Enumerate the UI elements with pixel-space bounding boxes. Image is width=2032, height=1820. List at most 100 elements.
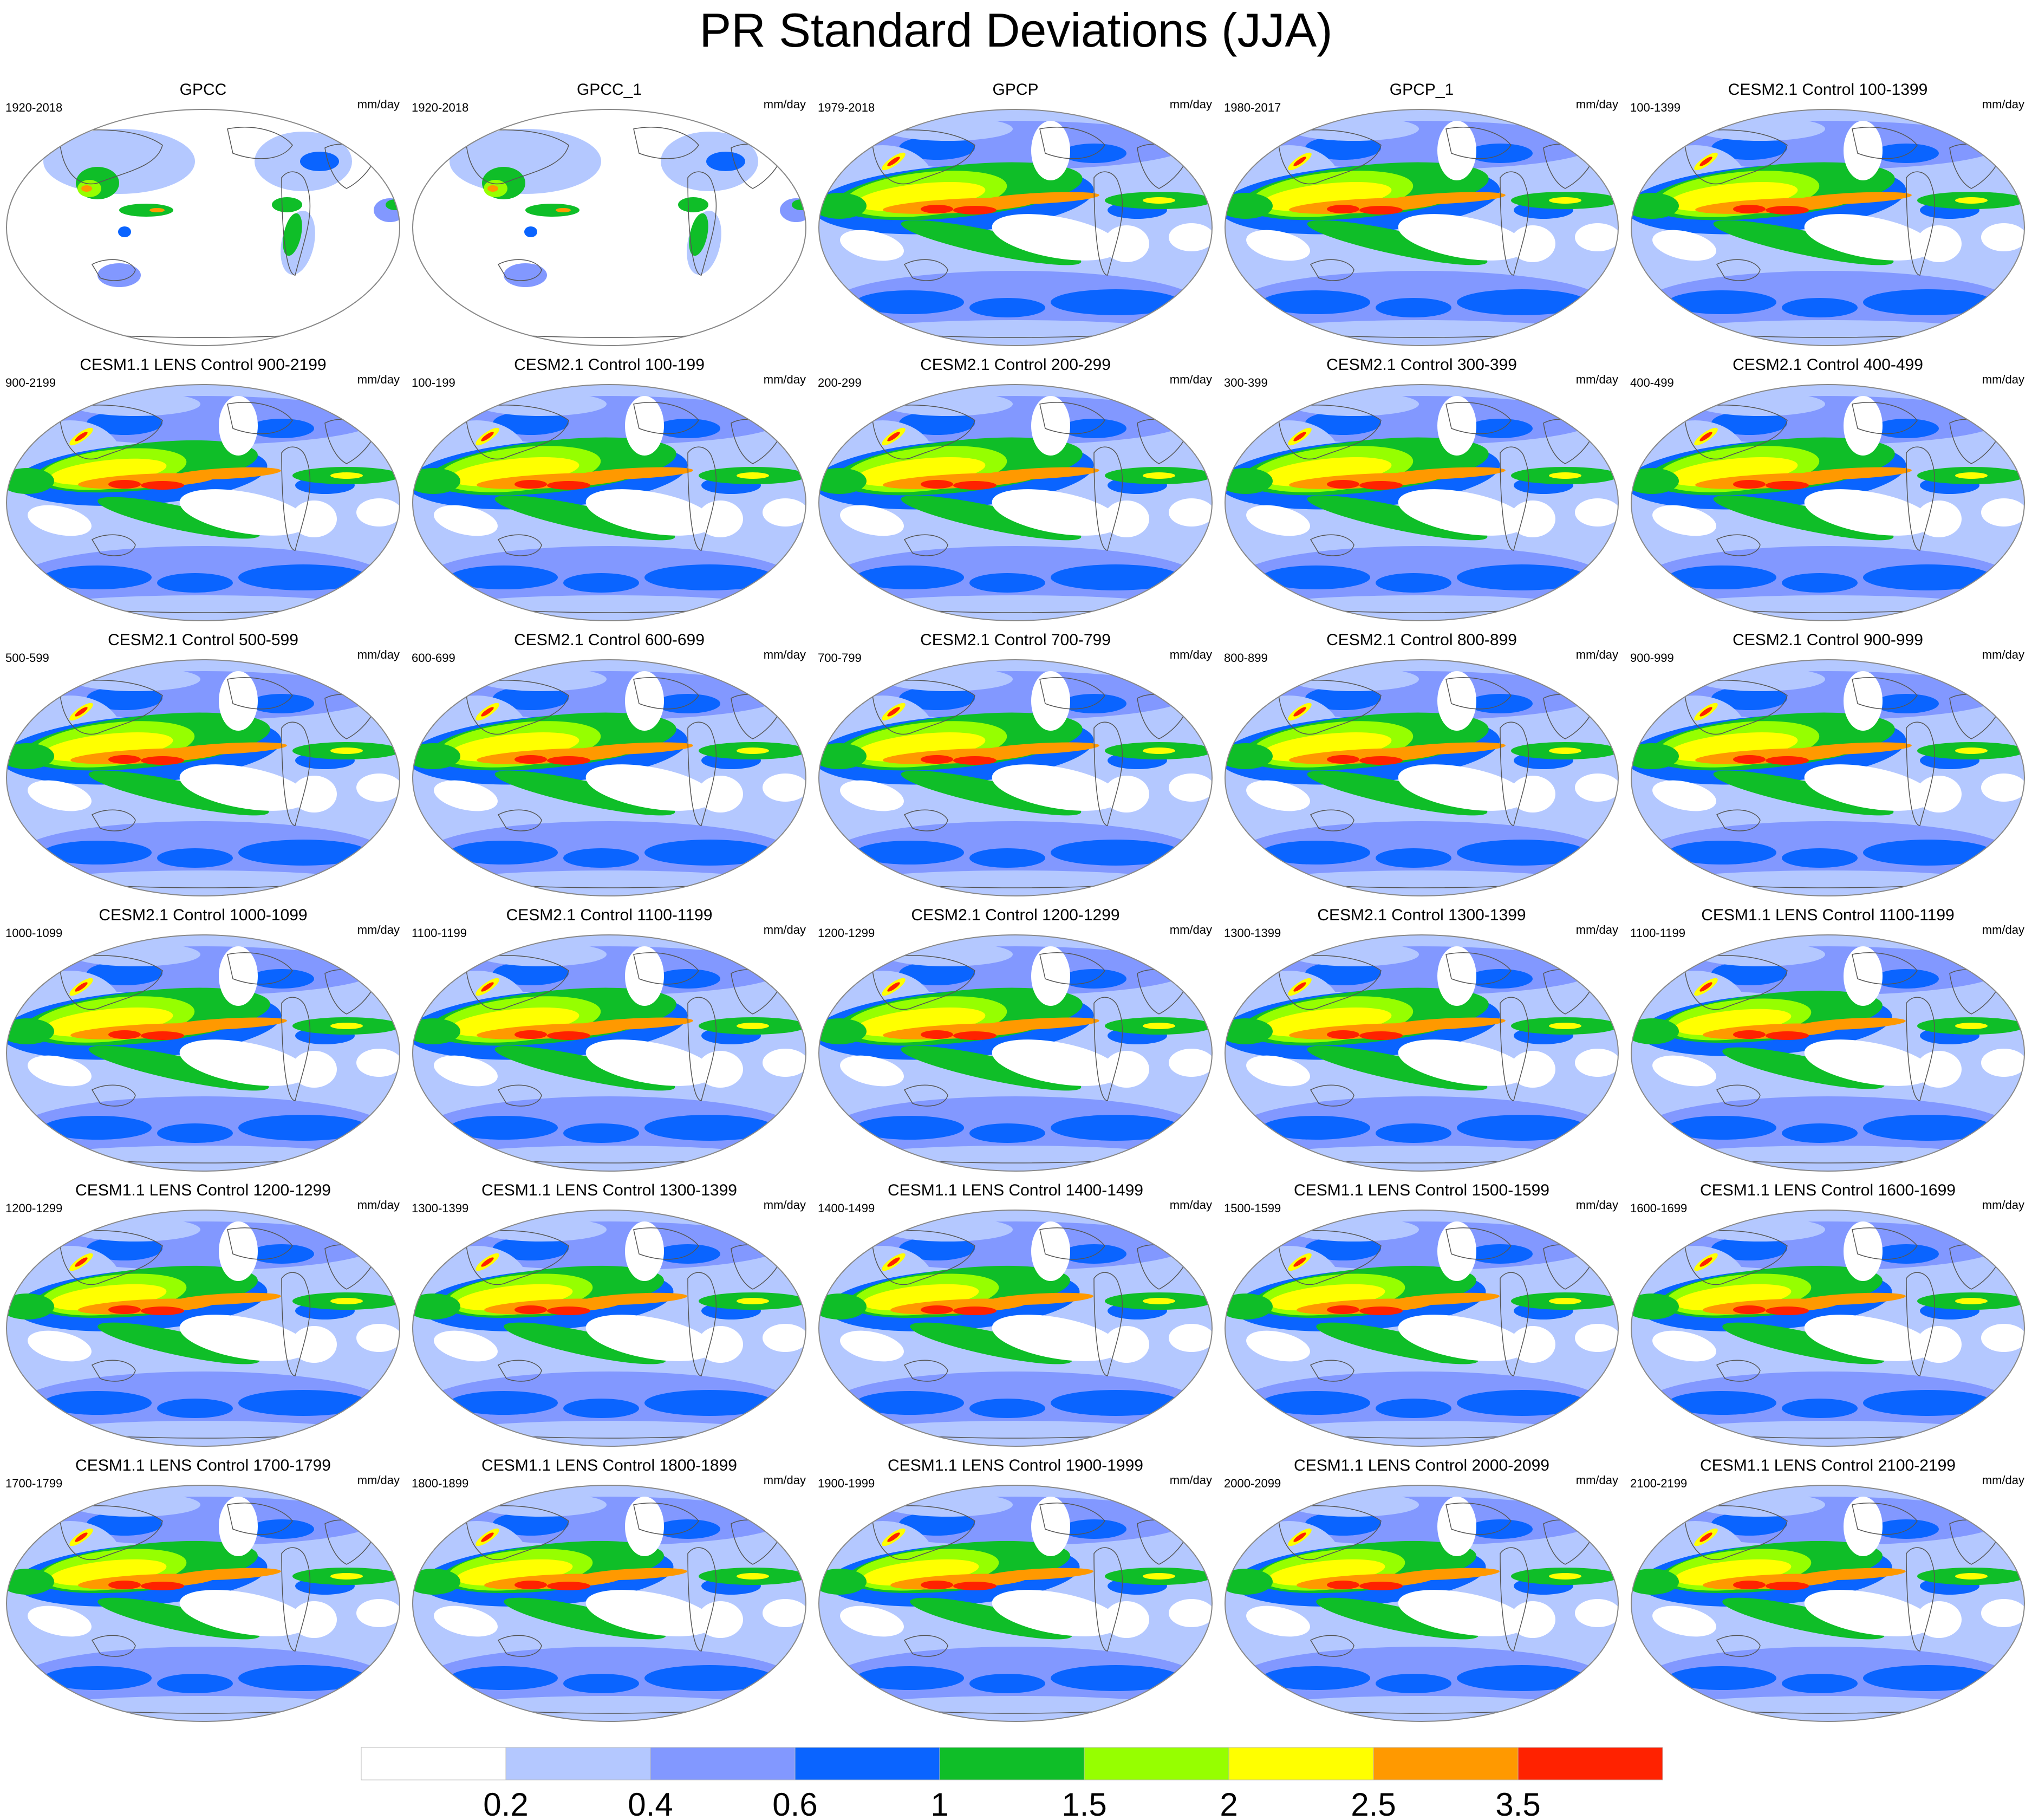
precip-stddev-map [412,1485,806,1722]
panel-title: CESM1.1 LENS Control 1300-1399 [481,1181,737,1199]
map-panel: CESM2.1 Control 600-699 600-699 mm/day [406,630,812,904]
panel-period: 100-199 [412,376,455,389]
panel-units: mm/day [1575,98,1618,111]
precip-stddev-map [818,659,1213,896]
legend-tick-label: 2 [1220,1786,1238,1820]
panel-units: mm/day [1982,1473,2024,1487]
panel-period: 1500-1599 [1224,1201,1281,1215]
map-panel: CESM2.1 Control 200-299 200-299 mm/day [812,355,1219,629]
panel-title: CESM1.1 LENS Control 1500-1599 [1294,1181,1549,1199]
panel-units: mm/day [1169,923,1212,937]
panel-title: CESM1.1 LENS Control 1800-1899 [481,1457,737,1474]
panel-title: CESM2.1 Control 600-699 [514,631,705,649]
map-panel: CESM1.1 LENS Control 2000-2099 2000-2099 m… [1219,1456,1625,1730]
panel-period: 300-399 [1224,376,1268,389]
legend-tick-label: 0.4 [628,1786,673,1820]
panel-period: 1600-1699 [1630,1201,1688,1215]
panel-title: GPCP [992,81,1039,99]
legend-color-swatch [1518,1747,1663,1780]
precip-stddev-map [818,934,1213,1172]
panel-period: 1900-1999 [818,1477,875,1490]
panel-period: 100-1399 [1630,101,1681,114]
legend-color-swatch [505,1747,651,1780]
panel-title: CESM2.1 Control 1100-1199 [506,906,713,924]
panel-title: CESM2.1 Control 200-299 [920,356,1111,374]
panel-units: mm/day [357,98,400,111]
legend-tick-label: 0.2 [483,1786,528,1820]
panel-title: CESM2.1 Control 500-599 [108,631,298,649]
map-panel: CESM2.1 Control 1200-1299 1200-1299 mm/day [812,906,1219,1179]
panel-units: mm/day [1169,1473,1212,1487]
legend-color-swatch [361,1747,506,1780]
map-panel: CESM2.1 Control 1000-1099 1000-1099 mm/day [0,906,406,1179]
panel-units: mm/day [1982,923,2024,937]
legend-color-swatch [794,1747,940,1780]
panel-period: 1000-1099 [5,926,63,940]
panel-title: GPCP_1 [1389,81,1454,99]
panel-title: CESM1.1 LENS Control 900-2199 [80,356,327,374]
panel-units: mm/day [1575,1473,1618,1487]
precip-stddev-map [412,109,806,346]
panel-units: mm/day [1169,1198,1212,1212]
map-panel: CESM2.1 Control 1300-1399 1300-1399 mm/day [1219,906,1625,1179]
panel-title: CESM1.1 LENS Control 2000-2099 [1294,1457,1549,1474]
panel-title: CESM1.1 LENS Control 1200-1299 [75,1181,331,1199]
panel-title: GPCC [179,81,227,99]
precip-stddev-map [818,1210,1213,1447]
panel-units: mm/day [1575,648,1618,661]
map-panel: CESM1.1 LENS Control 1500-1599 1500-1599 m… [1219,1181,1625,1454]
figure-title: PR Standard Deviations (JJA) [699,3,1333,57]
panel-period: 700-799 [818,651,862,665]
panel-title: CESM1.1 LENS Control 1700-1799 [75,1457,331,1474]
map-panel: CESM1.1 LENS Control 900-2199 900-2199 mm/… [0,355,406,629]
panel-period: 1200-1299 [818,926,875,940]
panel-units: mm/day [1982,373,2024,386]
precip-stddev-map [6,934,400,1172]
precip-stddev-map [1631,659,2025,896]
panel-period: 900-2199 [5,376,56,389]
map-panel: GPCC_1 1920-2018 mm/day [406,80,812,354]
precip-stddev-map [1225,659,1619,896]
map-panel: CESM2.1 Control 100-1399 100-1399 mm/day [1625,80,2031,354]
panel-title: GPCC_1 [576,81,642,99]
precip-stddev-map [412,384,806,621]
panel-units: mm/day [357,923,400,937]
panel-period: 400-499 [1630,376,1674,389]
panel-period: 800-899 [1224,651,1268,665]
precip-stddev-map [1225,1485,1619,1722]
panel-period: 600-699 [412,651,455,665]
legend-tick-label: 0.6 [772,1786,817,1820]
map-panel: CESM2.1 Control 300-399 300-399 mm/day [1219,355,1625,629]
precip-stddev-map [1225,934,1619,1172]
panel-units: mm/day [357,373,400,386]
precip-stddev-map [1225,384,1619,621]
precip-stddev-map [1225,109,1619,346]
panel-period: 1700-1799 [5,1477,63,1490]
panel-period: 2100-2199 [1630,1477,1688,1490]
precip-stddev-map [6,1485,400,1722]
panel-units: mm/day [1982,98,2024,111]
panel-period: 1400-1499 [818,1201,875,1215]
panel-title: CESM2.1 Control 100-199 [514,356,705,374]
map-panel: CESM1.1 LENS Control 1800-1899 1800-1899 m… [406,1456,812,1730]
panel-units: mm/day [1169,648,1212,661]
map-panel: CESM2.1 Control 400-499 400-499 mm/day [1625,355,2031,629]
panel-title: CESM2.1 Control 1200-1299 [911,906,1120,924]
legend-color-swatch [1084,1747,1229,1780]
panel-period: 200-299 [818,376,862,389]
precip-stddev-map [6,659,400,896]
precip-stddev-map [412,1210,806,1447]
panel-period: 1980-2017 [1224,101,1281,114]
map-panel: CESM1.1 LENS Control 1200-1299 1200-1299 m… [0,1181,406,1454]
panel-title: CESM2.1 Control 400-499 [1733,356,1923,374]
panel-period: 1979-2018 [818,101,875,114]
panel-units: mm/day [1575,1198,1618,1212]
legend-tick-label: 1 [930,1786,948,1820]
precip-stddev-map [1631,384,2025,621]
panel-title: CESM1.1 LENS Control 1100-1199 [1701,906,1955,924]
panel-period: 1300-1399 [412,1201,469,1215]
map-panel: CESM2.1 Control 700-799 700-799 mm/day [812,630,1219,904]
precip-stddev-map [6,109,400,346]
panel-units: mm/day [357,1198,400,1212]
